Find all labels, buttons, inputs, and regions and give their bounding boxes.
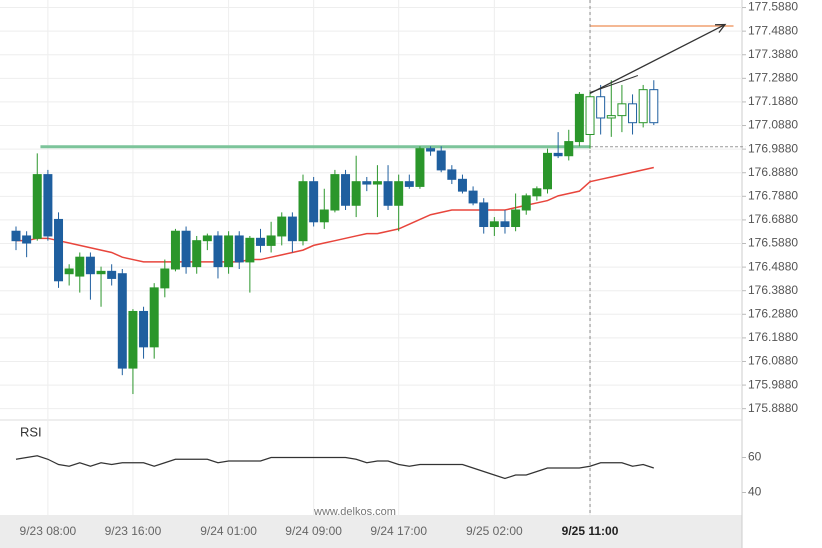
candle-body xyxy=(351,181,361,206)
x-tick-label: 9/24 17:00 xyxy=(370,524,427,538)
rsi-line xyxy=(15,455,654,480)
candle-body xyxy=(511,209,521,228)
candle-body xyxy=(457,178,467,192)
candle-body xyxy=(192,240,202,268)
rsi-tick-label: 40 xyxy=(748,485,762,499)
candle-body xyxy=(436,150,446,171)
candle-body xyxy=(75,256,85,277)
candle-body xyxy=(298,181,308,242)
candle-body xyxy=(224,235,234,268)
y-tick-label: 177.5880 xyxy=(748,0,798,14)
candle-body xyxy=(628,103,638,124)
y-tick-label: 176.9880 xyxy=(748,141,798,155)
candle-body xyxy=(96,270,106,275)
y-tick-label: 177.3880 xyxy=(748,47,798,61)
candle-body xyxy=(426,148,436,152)
candle-body xyxy=(394,181,404,206)
y-tick-label: 176.7880 xyxy=(748,188,798,202)
candle-body xyxy=(160,268,170,289)
candle-body xyxy=(521,195,531,211)
y-tick-label: 177.1880 xyxy=(748,94,798,108)
candle-body xyxy=(341,174,351,206)
y-tick-label: 175.9880 xyxy=(748,377,798,391)
candle-body xyxy=(553,152,563,157)
y-tick-label: 177.4880 xyxy=(748,23,798,37)
candle-body xyxy=(277,216,287,237)
rsi-label: RSI xyxy=(20,424,42,439)
candle-body xyxy=(266,235,276,246)
candle-body xyxy=(22,235,32,244)
candle-body xyxy=(606,115,616,119)
candle-body xyxy=(117,273,127,369)
y-tick-label: 176.6880 xyxy=(748,212,798,226)
candle-body xyxy=(319,209,329,223)
y-tick-label: 176.4880 xyxy=(748,259,798,273)
candle-body xyxy=(255,237,265,246)
x-tick-label: 9/24 01:00 xyxy=(200,524,257,538)
y-tick-label: 175.8880 xyxy=(748,401,798,415)
x-tick-label: 9/25 02:00 xyxy=(466,524,523,538)
candle-body xyxy=(330,174,340,211)
y-tick-label: 177.2880 xyxy=(748,71,798,85)
candle-body xyxy=(564,141,574,157)
candle-body xyxy=(574,93,584,143)
candle-body xyxy=(128,310,138,369)
candle-body xyxy=(64,268,74,275)
y-tick-label: 176.3880 xyxy=(748,283,798,297)
candle-body xyxy=(532,188,542,197)
candle-body xyxy=(85,256,95,275)
candle-body xyxy=(234,235,244,263)
candle-body xyxy=(596,96,606,119)
candle-body xyxy=(372,181,382,185)
candle-body xyxy=(479,202,489,228)
arrow-line xyxy=(589,23,726,95)
y-tick-label: 176.2880 xyxy=(748,306,798,320)
candle-body xyxy=(11,230,21,242)
candle-body xyxy=(404,181,414,187)
candle-body xyxy=(362,181,372,185)
candle-body xyxy=(54,218,64,282)
y-tick-label: 176.0880 xyxy=(748,354,798,368)
candle-body xyxy=(107,270,117,279)
candle-body xyxy=(500,221,510,228)
candle-body xyxy=(149,287,159,348)
x-tick-label: 9/23 16:00 xyxy=(105,524,162,538)
y-tick-label: 177.0880 xyxy=(748,118,798,132)
candle-body xyxy=(638,89,648,124)
arrow-head xyxy=(715,23,727,33)
candle-body xyxy=(415,148,425,187)
y-tick-label: 176.5880 xyxy=(748,236,798,250)
x-tick-label: 9/23 08:00 xyxy=(20,524,77,538)
watermark: www.delkos.com xyxy=(313,506,396,518)
candle-body xyxy=(383,181,393,206)
candle-body xyxy=(489,221,499,228)
candle-body xyxy=(43,174,53,237)
candle-body xyxy=(447,169,457,180)
candle-body xyxy=(170,230,180,270)
y-tick-label: 176.1880 xyxy=(748,330,798,344)
candle-body xyxy=(287,216,297,242)
x-axis-band xyxy=(0,515,742,548)
candle-body xyxy=(202,235,212,242)
candle-body xyxy=(543,152,552,190)
candle-body xyxy=(245,237,255,263)
candle-body xyxy=(617,103,627,117)
rsi-tick-label: 60 xyxy=(748,450,762,464)
x-tick-label: 9/25 11:00 xyxy=(562,524,619,538)
moving-average xyxy=(16,166,654,263)
candle-body xyxy=(585,96,595,135)
y-tick-label: 176.8880 xyxy=(748,165,798,179)
candle-body xyxy=(309,181,319,223)
candle-body xyxy=(181,230,191,268)
candle-body xyxy=(139,310,149,348)
candle-body xyxy=(649,89,659,124)
x-tick-label: 9/24 09:00 xyxy=(285,524,342,538)
candle-body xyxy=(468,190,478,204)
candle-body xyxy=(213,235,223,268)
candle-body xyxy=(32,174,42,239)
